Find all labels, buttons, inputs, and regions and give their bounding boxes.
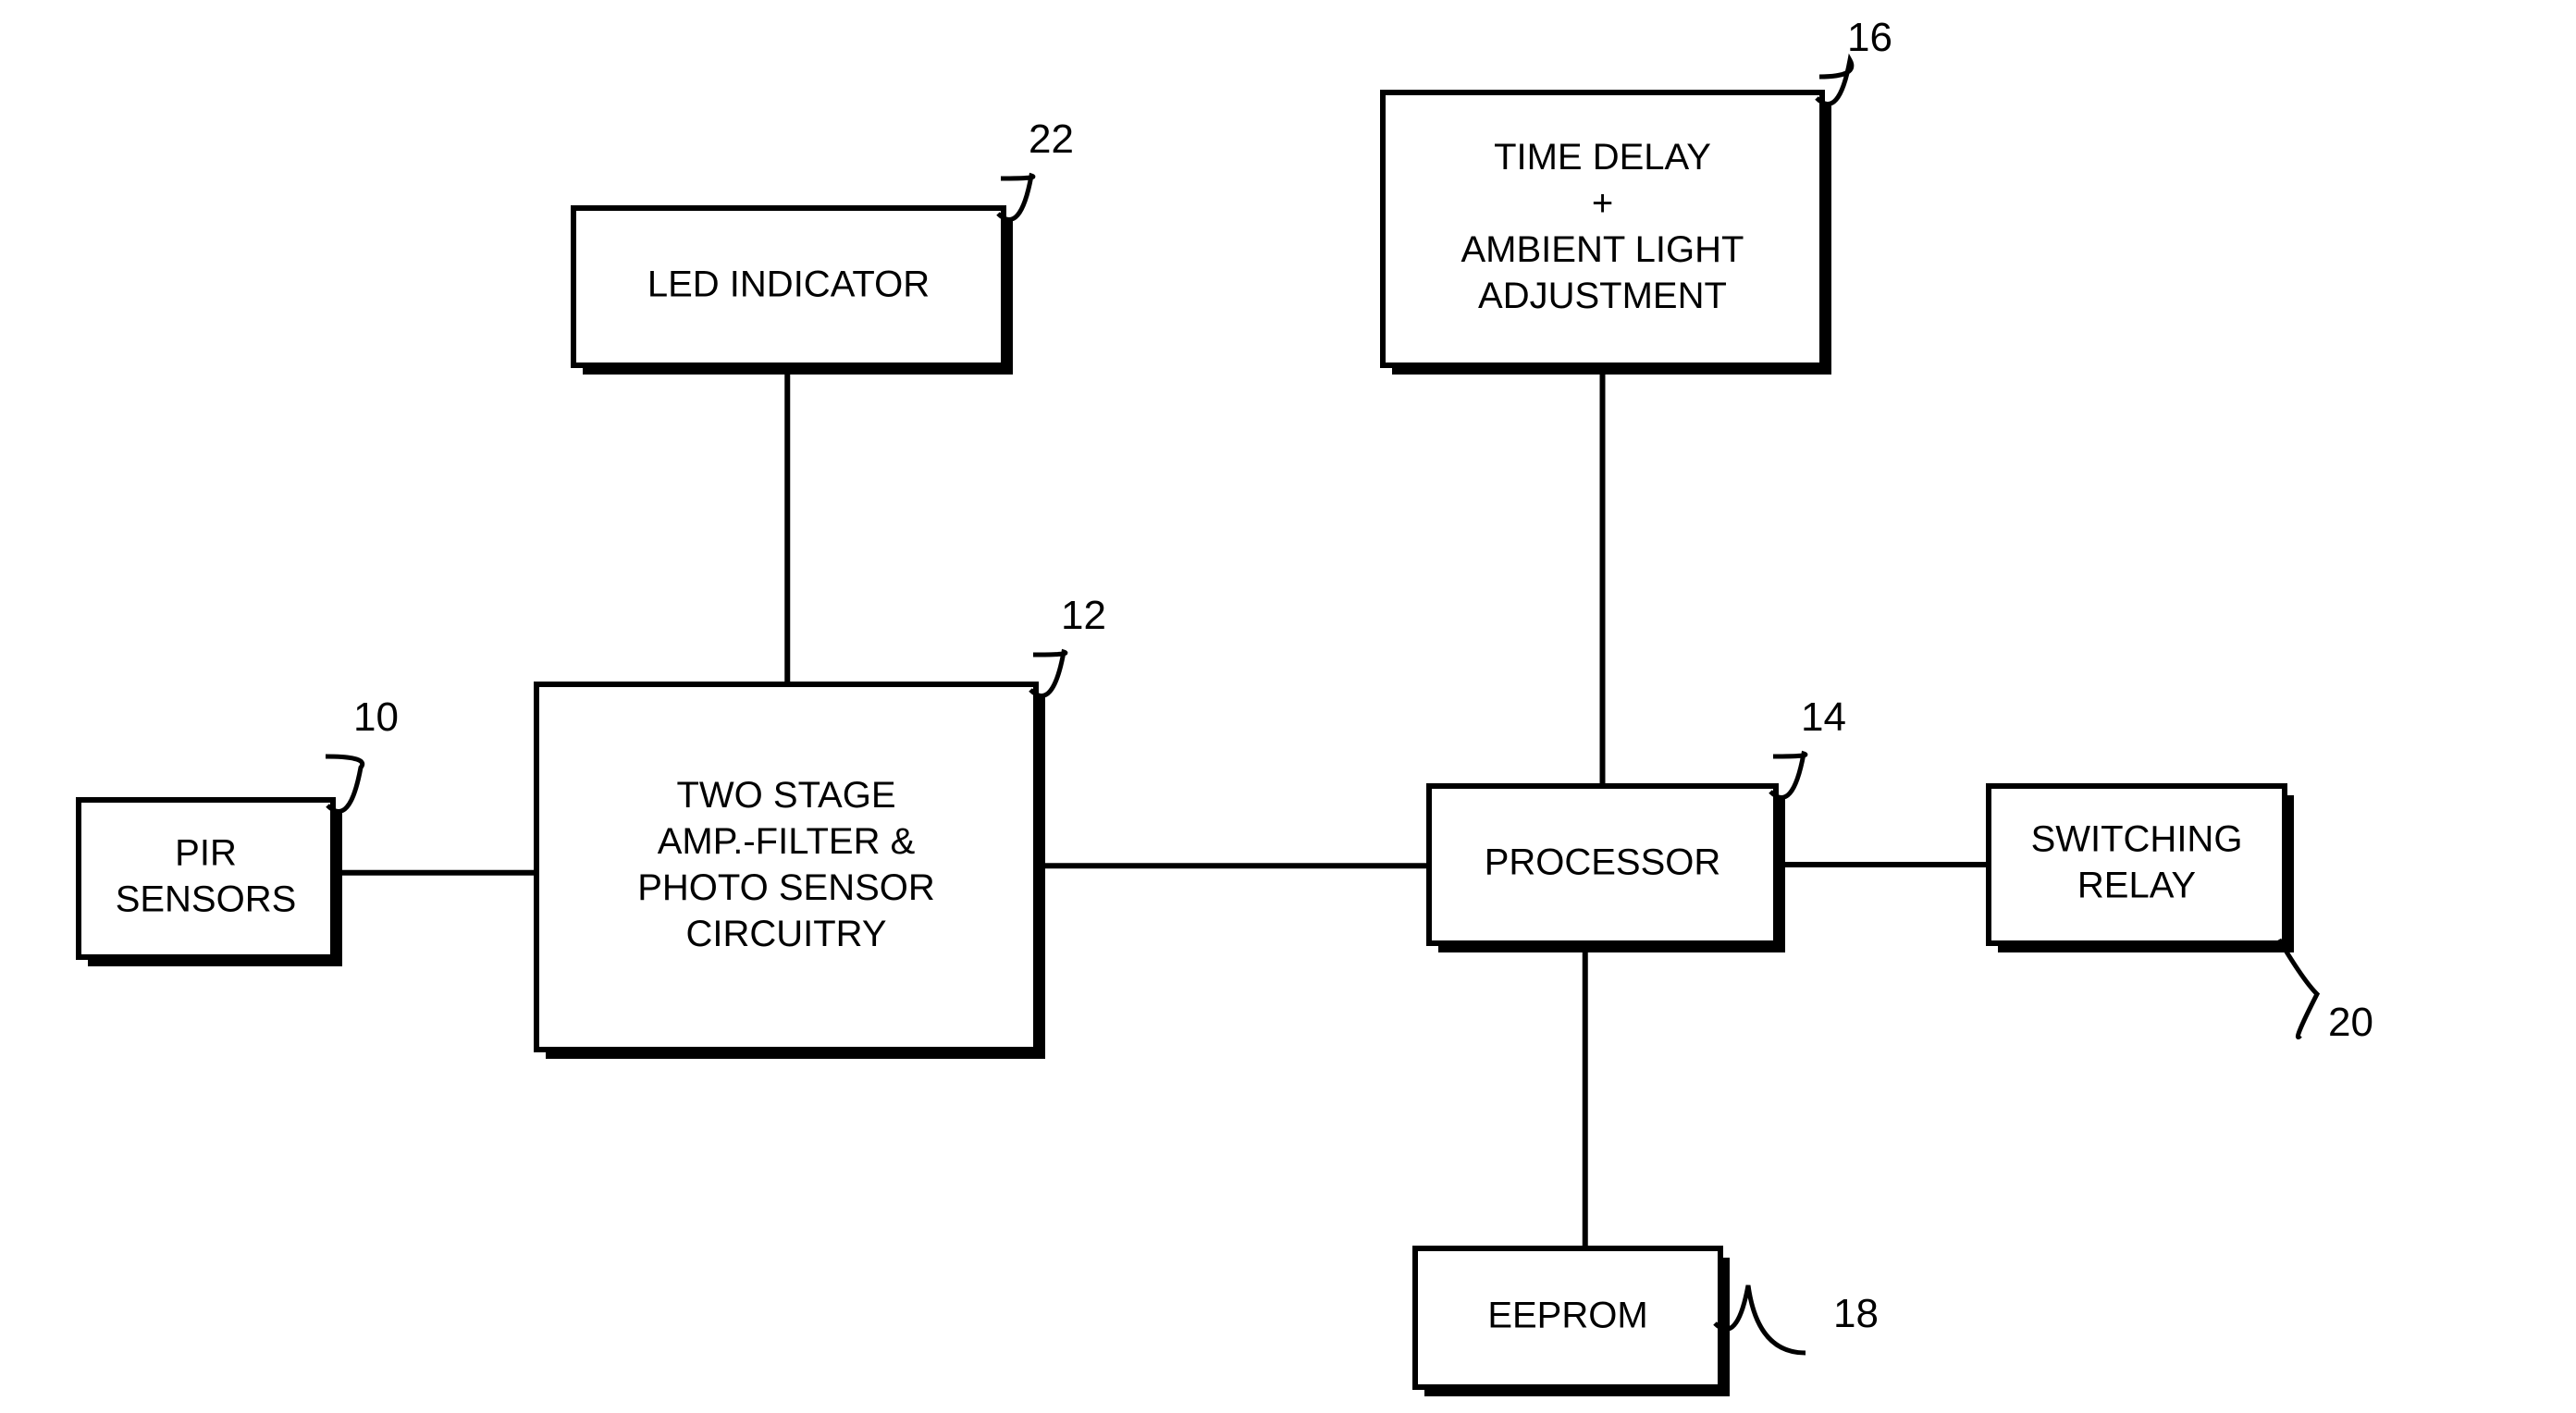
boxes-layer bbox=[79, 92, 2285, 1387]
labels-layer: PIR SENSORS TWO STAGE AMP.-FILTER & PHOTO SE… bbox=[116, 137, 2243, 1336]
amp-label: CIRCUITRY bbox=[685, 914, 886, 954]
refnum-14: 14 bbox=[1801, 694, 1846, 740]
amp-label: AMP.-FILTER & bbox=[658, 821, 916, 862]
timedelay-label: AMBIENT LIGHT bbox=[1461, 229, 1744, 270]
refnum-18: 18 bbox=[1833, 1291, 1879, 1336]
processor-label: PROCESSOR bbox=[1485, 842, 1721, 883]
timedelay-label: + bbox=[1592, 183, 1613, 224]
refnum-12: 12 bbox=[1061, 593, 1106, 638]
timedelay-label: ADJUSTMENT bbox=[1478, 276, 1727, 316]
eeprom-label: EEPROM bbox=[1487, 1296, 1647, 1336]
refnum-10: 10 bbox=[353, 694, 399, 740]
leader-20 bbox=[2279, 940, 2317, 1038]
led-label: LED INDICATOR bbox=[647, 264, 930, 305]
shadows-layer bbox=[88, 102, 2294, 1396]
amp-label: TWO STAGE bbox=[676, 775, 895, 816]
refnum-16: 16 bbox=[1847, 15, 1892, 60]
pir-label: SENSORS bbox=[116, 879, 297, 920]
block-diagram: PIR SENSORS TWO STAGE AMP.-FILTER & PHOTO SE… bbox=[0, 0, 2576, 1413]
pir-label: PIR bbox=[175, 833, 237, 874]
refnum-22: 22 bbox=[1029, 117, 1074, 162]
relay-label: RELAY bbox=[2077, 866, 2196, 906]
timedelay-label: TIME DELAY bbox=[1494, 137, 1711, 178]
amp-label: PHOTO SENSOR bbox=[637, 867, 935, 908]
relay-label: SWITCHING bbox=[2031, 819, 2243, 860]
refnum-20: 20 bbox=[2328, 1000, 2373, 1045]
